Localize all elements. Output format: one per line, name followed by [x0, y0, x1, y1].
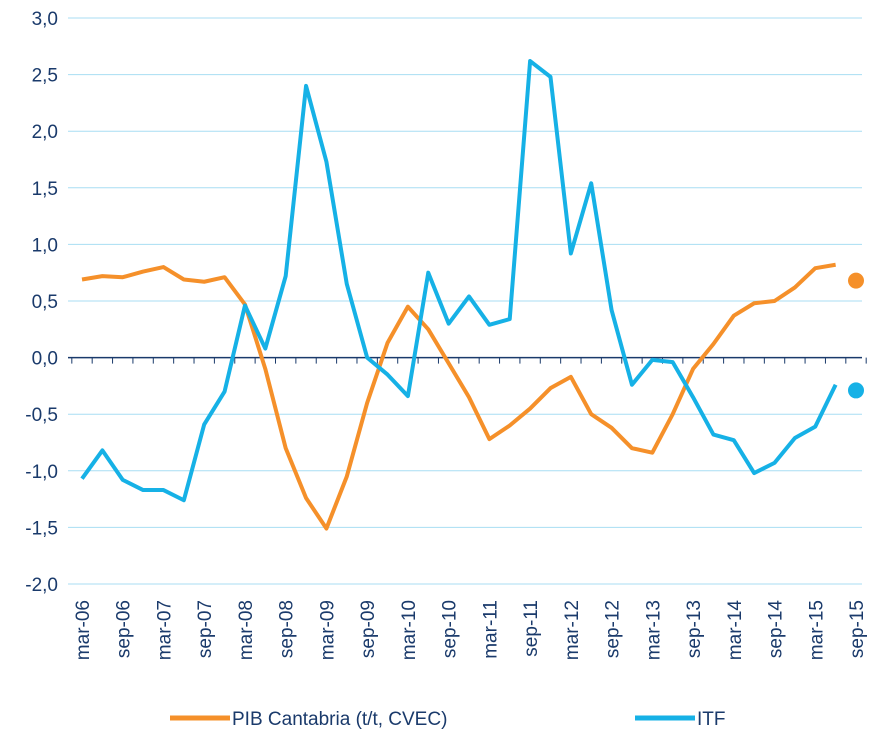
y-tick-label: -0,5 — [25, 405, 58, 426]
y-tick-label: 3,0 — [32, 9, 58, 30]
y-tick-label: 0,5 — [32, 292, 58, 313]
x-tick-label: mar-11 — [480, 600, 501, 659]
x-tick-label: sep-14 — [766, 600, 787, 659]
legend-label: ITF — [697, 709, 726, 730]
x-tick-label: mar-15 — [806, 600, 827, 660]
x-tick-label: sep-08 — [277, 600, 298, 658]
y-tick-label: 1,0 — [32, 235, 58, 256]
series-line — [80, 59, 838, 503]
y-tick-label: -2,0 — [25, 575, 58, 596]
series-marker — [848, 382, 864, 399]
y-tick-label: 2,5 — [32, 66, 58, 87]
y-tick-label: 0,0 — [32, 349, 58, 370]
y-tick-label: -1,5 — [25, 518, 58, 539]
x-tick-label: mar-08 — [236, 600, 257, 660]
x-tick-label: mar-09 — [317, 600, 338, 660]
legend-label: PIB Cantabria (t/t, CVEC) — [232, 709, 447, 730]
x-tick-label: mar-14 — [725, 600, 746, 661]
y-tick-label: -1,0 — [25, 462, 58, 483]
series-line — [81, 262, 836, 531]
x-tick-label: sep-10 — [440, 600, 461, 658]
x-tick-label: sep-06 — [114, 600, 135, 658]
x-tick-label: sep-07 — [195, 600, 216, 658]
x-tick-label: sep-12 — [603, 600, 624, 658]
x-tick-label: sep-09 — [358, 600, 379, 658]
x-tick-label: mar-06 — [73, 600, 94, 660]
series-marker — [848, 272, 864, 289]
x-tick-label: sep-11 — [521, 600, 542, 657]
y-tick-label: 1,5 — [32, 179, 58, 200]
x-tick-label: mar-12 — [562, 600, 583, 660]
x-tick-label: mar-10 — [399, 600, 420, 660]
x-tick-label: sep-15 — [847, 600, 868, 658]
x-tick-label: mar-07 — [154, 600, 175, 660]
x-tick-label: sep-13 — [684, 600, 705, 658]
x-tick-label: mar-13 — [643, 600, 664, 660]
y-tick-label: 2,0 — [32, 122, 58, 143]
